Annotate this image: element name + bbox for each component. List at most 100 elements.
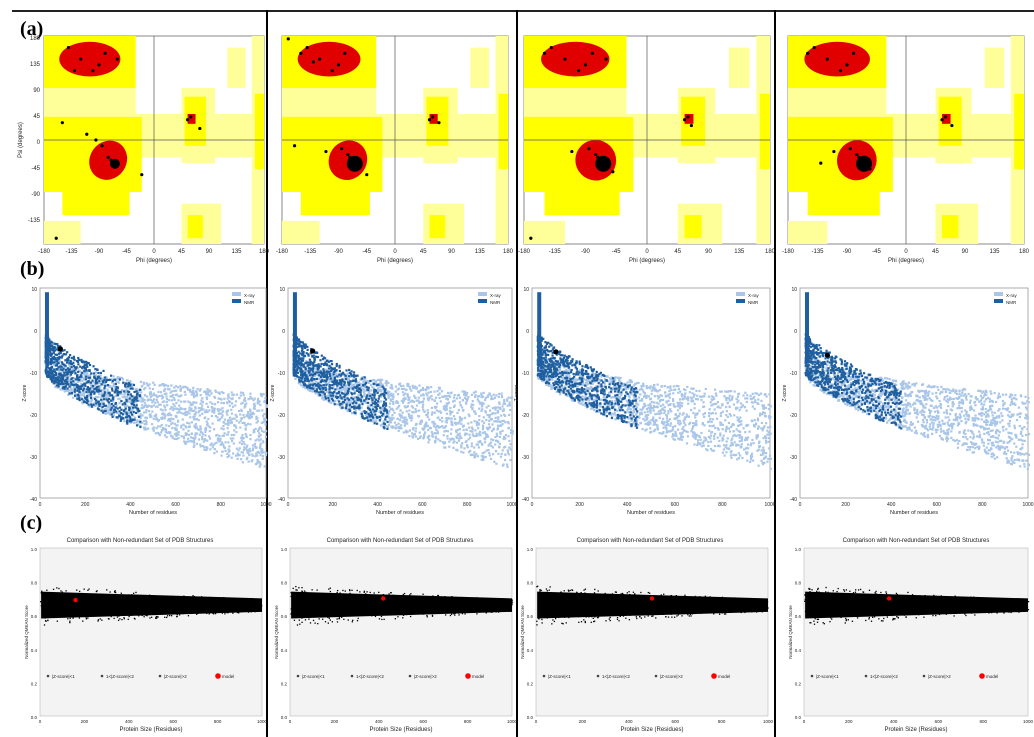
nmr-point [56,363,58,365]
xray-point [170,414,172,416]
xray-point [154,384,156,386]
nmr-point [361,396,363,398]
x-axis-label: Phi (degrees) [377,258,413,264]
ramachandran-plot: -180 -135 -90 -45 0 45 90 135 180Phi (degrees) [518,36,776,264]
xray-point [176,438,178,440]
residue-point [431,115,434,118]
nmr-point [106,379,108,381]
residue-point [140,173,143,176]
xray-point [435,432,437,434]
xray-point [227,427,229,429]
nmr-point [369,395,371,397]
xray-point [59,388,61,390]
xray-point [468,415,470,417]
xray-point [485,419,487,421]
xray-point [464,392,466,394]
xray-point [201,438,203,440]
nmr-point [353,406,355,408]
xray-point [754,399,756,401]
nmr-point [315,365,317,367]
nmr-point [105,398,107,400]
xray-point [731,437,733,439]
xray-point [156,418,158,420]
xray-point [126,396,128,398]
xray-point [730,426,732,428]
xray-point [404,416,406,418]
xray-point [227,434,229,436]
x-axis-label: Phi (degrees) [888,258,924,264]
xray-point [237,452,239,454]
xray-point [448,441,450,443]
xray-point [187,400,189,402]
xray-point [697,398,699,400]
nmr-point [338,400,340,402]
x-axis-label: Number of residues [376,510,424,516]
xray-point [410,390,412,392]
xray-point [411,417,413,419]
nmr-point [320,365,322,367]
xray-point [205,411,207,413]
residue-point [343,52,346,55]
xray-point [483,416,485,418]
nmr-point [53,361,55,363]
xray-point [419,432,421,434]
xray-point [485,456,487,458]
nmr-point [98,405,100,407]
xray-point [160,431,162,433]
nmr-point [136,424,138,426]
nmr-point [381,386,383,388]
xray-point [133,422,135,424]
nmr-point [73,356,75,358]
x-tick-label: -45 [872,249,881,255]
xray-point [182,386,184,388]
xray-point [449,417,451,419]
xray-point [637,403,639,405]
xray-point [440,400,442,402]
ramachandran-plot: -180 -135 -90 -45 0 45 90 135 180Phi (degrees) [782,36,1030,264]
xray-point [379,380,381,382]
nmr-point [323,376,325,378]
residue-point [189,115,192,118]
nmr-point [103,398,105,400]
nmr-point [133,419,135,421]
xray-point [469,450,471,452]
xray-point [153,392,155,394]
xray-point [699,436,701,438]
xray-point [184,391,186,393]
xray-point [461,390,463,392]
nmr-point [334,388,336,390]
nmr-point [293,374,295,376]
x-tick-label: 1000 [506,502,517,508]
nmr-point [350,397,352,399]
nmr-point [66,383,68,385]
xray-point [457,394,459,396]
xray-point [754,408,756,410]
xray-point [232,452,234,454]
xray-point [397,418,399,420]
nmr-point [296,376,298,378]
nmr-point [377,400,379,402]
nmr-point [119,378,121,380]
xray-point [481,405,483,407]
xray-point [404,393,406,395]
xray-point [499,431,501,433]
nmr-point [65,385,67,387]
xray-point [198,407,200,409]
nmr-point [92,404,94,406]
xray-point [454,394,456,396]
y-tick-label: 10 [31,287,37,293]
xray-point [214,403,216,405]
y-tick-label: 90 [33,88,40,94]
xray-point [157,395,159,397]
residue-point [299,52,302,55]
nmr-point [339,387,341,389]
residue-point [365,173,368,176]
allowed-region [808,192,880,215]
xray-point [214,390,216,392]
xray-point [167,432,169,434]
xray-point [239,413,241,415]
xray-point [254,455,256,457]
nmr-point [114,391,116,393]
x-tick-label: 180 [765,249,776,255]
x-axis-label: Number of residues [129,510,177,516]
